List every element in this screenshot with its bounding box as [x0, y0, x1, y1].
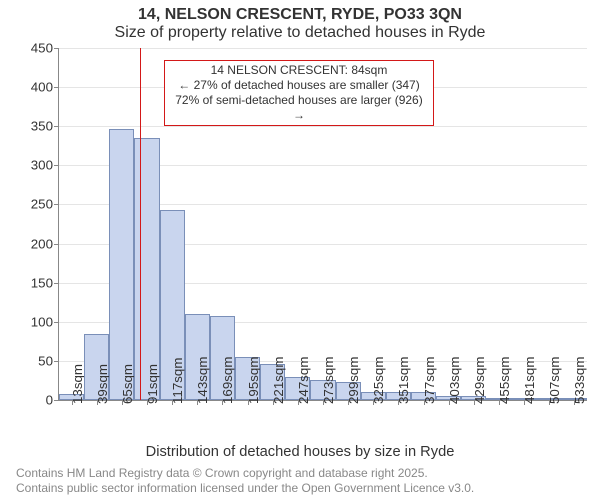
xtick-label: 247sqm [296, 357, 311, 404]
annotation-line: 72% of semi-detached houses are larger (… [171, 93, 427, 123]
xtick-label: 533sqm [572, 357, 587, 404]
chart-title-line1: 14, NELSON CRESCENT, RYDE, PO33 3QN [0, 6, 600, 24]
footer-line2: Contains public sector information licen… [16, 481, 474, 496]
xtick-label: 169sqm [220, 357, 235, 404]
xtick-label: 455sqm [497, 357, 512, 404]
x-axis-label: Distribution of detached houses by size … [0, 444, 600, 460]
xtick-label: 91sqm [145, 364, 160, 404]
ytick-label: 400 [31, 80, 59, 95]
xtick-label: 195sqm [246, 357, 261, 404]
xtick-label: 481sqm [522, 357, 537, 404]
chart-title-line2: Size of property relative to detached ho… [0, 24, 600, 42]
xtick-label: 39sqm [95, 364, 110, 404]
ytick-label: 450 [31, 41, 59, 56]
xtick-label: 351sqm [396, 357, 411, 404]
xtick-label: 221sqm [271, 357, 286, 404]
xtick-label: 377sqm [422, 357, 437, 404]
chart-container: 14, NELSON CRESCENT, RYDE, PO33 3QN Size… [0, 0, 600, 500]
ytick-label: 250 [31, 197, 59, 212]
xtick-label: 13sqm [70, 364, 85, 404]
xtick-label: 143sqm [195, 357, 210, 404]
property-marker-line [140, 48, 141, 400]
ytick-label: 50 [38, 353, 59, 368]
annotation-box: 14 NELSON CRESCENT: 84sqm← 27% of detach… [164, 60, 434, 126]
plot-area: 05010015020025030035040045013sqm39sqm65s… [58, 48, 587, 401]
histogram-bar [134, 138, 159, 400]
ytick-label: 0 [46, 393, 59, 408]
xtick-label: 429sqm [472, 357, 487, 404]
footer-credits: Contains HM Land Registry data © Crown c… [16, 466, 474, 496]
xtick-label: 299sqm [346, 357, 361, 404]
xtick-label: 117sqm [170, 358, 185, 404]
xtick-label: 273sqm [321, 357, 336, 404]
xtick-label: 507sqm [547, 357, 562, 404]
ytick-label: 350 [31, 119, 59, 134]
xtick-label: 325sqm [371, 357, 386, 404]
ytick-label: 200 [31, 236, 59, 251]
annotation-line: ← 27% of detached houses are smaller (34… [171, 78, 427, 93]
gridline [59, 48, 587, 49]
ytick-label: 300 [31, 158, 59, 173]
annotation-line: 14 NELSON CRESCENT: 84sqm [171, 63, 427, 78]
xtick-label: 403sqm [447, 357, 462, 404]
xtick-label: 65sqm [120, 364, 135, 404]
footer-line1: Contains HM Land Registry data © Crown c… [16, 466, 474, 481]
ytick-label: 100 [31, 314, 59, 329]
ytick-label: 150 [31, 275, 59, 290]
histogram-bar [109, 129, 134, 400]
gridline [59, 126, 587, 127]
